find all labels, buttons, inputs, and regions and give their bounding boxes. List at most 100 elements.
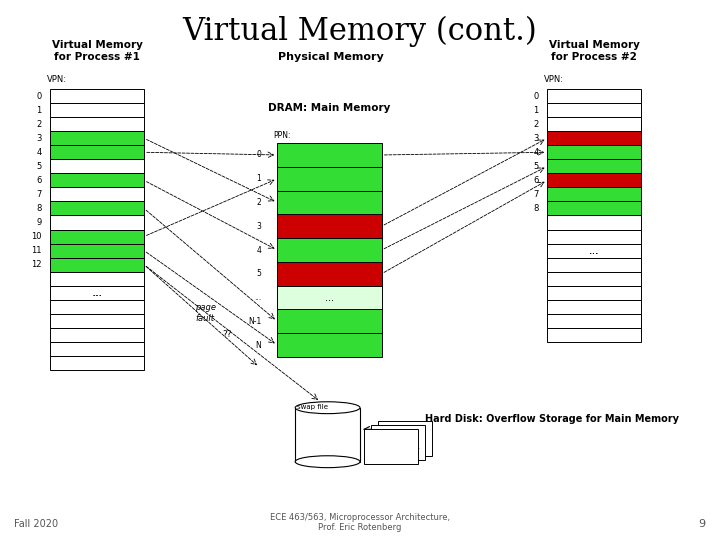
- Text: 6: 6: [37, 176, 42, 185]
- Text: N: N: [256, 341, 261, 349]
- Text: 7: 7: [534, 190, 539, 199]
- Text: 3: 3: [37, 134, 42, 143]
- Bar: [364, 429, 418, 464]
- Bar: [50, 187, 144, 201]
- Text: 4: 4: [534, 148, 539, 157]
- Bar: [50, 342, 144, 356]
- Bar: [50, 131, 144, 145]
- Bar: [547, 131, 641, 145]
- Text: 0: 0: [37, 92, 42, 100]
- Bar: [547, 173, 641, 187]
- Bar: [50, 117, 144, 131]
- Bar: [50, 103, 144, 117]
- Text: 8: 8: [37, 204, 42, 213]
- Bar: [277, 167, 382, 191]
- Bar: [547, 201, 641, 215]
- Bar: [547, 314, 641, 328]
- Text: 9: 9: [37, 218, 42, 227]
- Bar: [50, 230, 144, 244]
- Text: ...: ...: [91, 288, 103, 298]
- Bar: [50, 215, 144, 230]
- Text: page
fault: page fault: [194, 303, 216, 323]
- Bar: [547, 103, 641, 117]
- Text: 1: 1: [534, 106, 539, 114]
- Text: Virtual Memory (cont.): Virtual Memory (cont.): [183, 16, 537, 48]
- Text: 2: 2: [256, 198, 261, 207]
- Ellipse shape: [295, 456, 360, 468]
- Text: ...: ...: [93, 288, 102, 298]
- Text: 5: 5: [37, 162, 42, 171]
- Text: 5: 5: [534, 162, 539, 171]
- Ellipse shape: [295, 402, 360, 414]
- Bar: [295, 408, 360, 462]
- Bar: [50, 201, 144, 215]
- Bar: [50, 173, 144, 187]
- Bar: [547, 145, 641, 159]
- Bar: [50, 159, 144, 173]
- Bar: [547, 159, 641, 173]
- Bar: [277, 333, 382, 357]
- Text: 9: 9: [698, 519, 706, 529]
- Text: ??: ??: [222, 330, 232, 339]
- Bar: [547, 244, 641, 258]
- Text: 1: 1: [37, 106, 42, 114]
- Bar: [50, 286, 144, 300]
- Bar: [50, 300, 144, 314]
- Bar: [50, 244, 144, 258]
- Text: ...: ...: [588, 246, 600, 255]
- Text: N-1: N-1: [248, 317, 261, 326]
- Text: Hard Disk: Overflow Storage for Main Memory: Hard Disk: Overflow Storage for Main Mem…: [425, 414, 679, 424]
- Bar: [547, 272, 641, 286]
- Text: ...: ...: [325, 293, 334, 302]
- Text: 10: 10: [31, 232, 42, 241]
- Text: 0: 0: [256, 151, 261, 159]
- Bar: [277, 143, 382, 167]
- Text: Physical Memory: Physical Memory: [279, 52, 384, 62]
- Text: 4: 4: [37, 148, 42, 157]
- Text: other files: other files: [379, 455, 417, 463]
- Text: Fall 2020: Fall 2020: [14, 519, 58, 529]
- Text: 0: 0: [534, 92, 539, 100]
- Text: 11: 11: [31, 246, 42, 255]
- Text: ...: ...: [590, 246, 598, 255]
- Bar: [547, 215, 641, 230]
- Bar: [547, 328, 641, 342]
- Text: swap file: swap file: [297, 404, 328, 410]
- Text: DRAM: Main Memory: DRAM: Main Memory: [269, 103, 390, 113]
- Text: Virtual Memory
for Process #2: Virtual Memory for Process #2: [549, 40, 639, 62]
- Bar: [50, 258, 144, 272]
- Text: 3: 3: [534, 134, 539, 143]
- Bar: [277, 262, 382, 286]
- Bar: [50, 272, 144, 286]
- Text: 7: 7: [37, 190, 42, 199]
- Text: 2: 2: [37, 120, 42, 129]
- Bar: [547, 258, 641, 272]
- Bar: [547, 286, 641, 300]
- Text: 6: 6: [534, 176, 539, 185]
- Text: Virtual Memory
for Process #1: Virtual Memory for Process #1: [52, 40, 143, 62]
- Text: VPN:: VPN:: [544, 75, 564, 84]
- Bar: [50, 356, 144, 370]
- Bar: [547, 300, 641, 314]
- Bar: [547, 187, 641, 201]
- Bar: [378, 421, 432, 456]
- Bar: [277, 286, 382, 309]
- Text: 5: 5: [256, 269, 261, 278]
- Bar: [277, 309, 382, 333]
- Text: 8: 8: [534, 204, 539, 213]
- Text: 4: 4: [256, 246, 261, 254]
- Text: ...: ...: [254, 293, 261, 302]
- Bar: [50, 145, 144, 159]
- Bar: [277, 214, 382, 238]
- Bar: [547, 230, 641, 244]
- Bar: [371, 425, 425, 460]
- Text: ECE 463/563, Microprocessor Architecture,
Prof. Eric Rotenberg: ECE 463/563, Microprocessor Architecture…: [270, 512, 450, 532]
- Bar: [547, 117, 641, 131]
- Bar: [277, 191, 382, 214]
- Bar: [50, 89, 144, 103]
- Text: 12: 12: [31, 260, 42, 269]
- Bar: [50, 328, 144, 342]
- Bar: [50, 314, 144, 328]
- Text: 3: 3: [256, 222, 261, 231]
- Bar: [277, 238, 382, 262]
